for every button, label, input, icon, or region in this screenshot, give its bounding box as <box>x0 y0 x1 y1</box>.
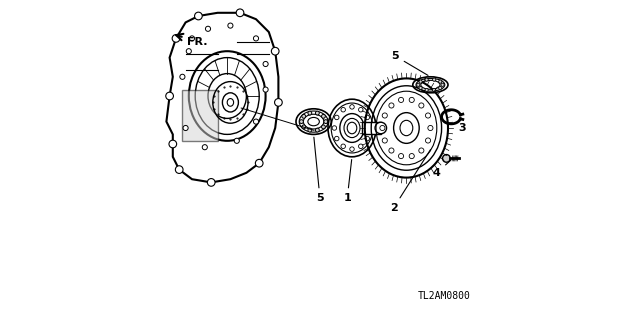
Circle shape <box>234 138 239 143</box>
Circle shape <box>324 120 328 124</box>
Circle shape <box>308 111 312 115</box>
Circle shape <box>172 35 180 42</box>
Circle shape <box>417 83 420 86</box>
Circle shape <box>316 111 319 115</box>
Circle shape <box>419 148 424 153</box>
Circle shape <box>180 74 185 79</box>
Circle shape <box>302 125 306 129</box>
Circle shape <box>365 136 369 141</box>
Circle shape <box>380 125 385 131</box>
Circle shape <box>321 115 325 118</box>
Circle shape <box>202 145 207 150</box>
Text: FR.: FR. <box>176 34 208 47</box>
Circle shape <box>438 86 442 90</box>
PathPatch shape <box>182 90 218 141</box>
Circle shape <box>341 108 346 112</box>
Circle shape <box>255 159 263 167</box>
Circle shape <box>175 166 183 173</box>
Circle shape <box>300 120 303 124</box>
Circle shape <box>332 126 337 130</box>
Circle shape <box>399 154 404 159</box>
Text: 3: 3 <box>459 117 466 133</box>
Circle shape <box>409 154 414 159</box>
Polygon shape <box>362 122 381 134</box>
Circle shape <box>183 125 188 131</box>
Circle shape <box>263 61 268 67</box>
Circle shape <box>438 80 442 83</box>
Circle shape <box>263 87 268 92</box>
Circle shape <box>428 125 433 131</box>
Circle shape <box>308 128 312 132</box>
Circle shape <box>409 97 414 102</box>
Ellipse shape <box>375 122 387 134</box>
Circle shape <box>335 115 339 120</box>
Circle shape <box>205 26 211 31</box>
Circle shape <box>275 99 282 106</box>
Circle shape <box>433 78 436 81</box>
Circle shape <box>399 97 404 102</box>
Circle shape <box>349 105 355 109</box>
Circle shape <box>189 36 195 41</box>
Circle shape <box>321 125 325 129</box>
Text: 4: 4 <box>433 160 451 178</box>
Circle shape <box>419 103 424 108</box>
Circle shape <box>341 144 346 148</box>
Circle shape <box>271 47 279 55</box>
Circle shape <box>419 80 422 83</box>
Text: 5: 5 <box>392 51 428 76</box>
Circle shape <box>186 49 191 54</box>
Circle shape <box>358 108 363 112</box>
Text: 2: 2 <box>390 149 431 213</box>
Text: TL2AM0800: TL2AM0800 <box>417 291 470 301</box>
Circle shape <box>425 88 428 92</box>
Circle shape <box>228 23 233 28</box>
Text: 1: 1 <box>343 160 352 204</box>
Circle shape <box>426 113 431 118</box>
Circle shape <box>358 144 363 148</box>
Circle shape <box>419 86 422 90</box>
Circle shape <box>207 179 215 186</box>
Circle shape <box>382 138 387 143</box>
Text: 5: 5 <box>314 137 324 204</box>
Circle shape <box>426 138 431 143</box>
Circle shape <box>443 155 451 162</box>
Circle shape <box>236 9 244 17</box>
Circle shape <box>302 115 306 118</box>
Circle shape <box>389 103 394 108</box>
Circle shape <box>389 148 394 153</box>
Circle shape <box>253 119 259 124</box>
Circle shape <box>316 128 319 132</box>
Circle shape <box>166 92 173 100</box>
Circle shape <box>441 83 444 86</box>
Circle shape <box>349 147 355 151</box>
PathPatch shape <box>166 13 278 182</box>
Circle shape <box>169 140 177 148</box>
Circle shape <box>253 36 259 41</box>
Circle shape <box>382 113 387 118</box>
Circle shape <box>433 88 436 92</box>
Circle shape <box>425 78 428 81</box>
Circle shape <box>195 12 202 20</box>
Circle shape <box>365 115 369 120</box>
Circle shape <box>367 126 372 130</box>
Circle shape <box>335 136 339 141</box>
